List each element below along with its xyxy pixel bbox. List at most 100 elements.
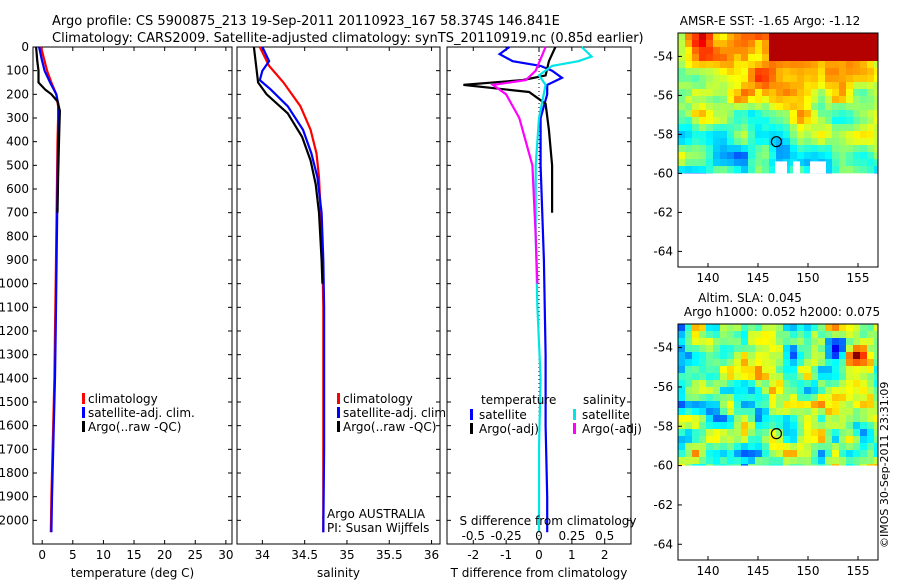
map-cell bbox=[727, 33, 734, 40]
map-cell bbox=[720, 443, 727, 450]
map-cell bbox=[825, 338, 832, 345]
map-cell bbox=[734, 450, 741, 457]
map-cell bbox=[783, 457, 790, 464]
map-cell bbox=[769, 394, 776, 401]
map-cell bbox=[825, 166, 832, 173]
map-cell bbox=[678, 166, 685, 173]
y-tick-label: 800 bbox=[6, 229, 29, 243]
map-cell bbox=[734, 96, 741, 103]
map-cell bbox=[720, 89, 727, 96]
map-cell bbox=[790, 117, 797, 124]
map-cell bbox=[699, 415, 706, 422]
map-cell bbox=[839, 366, 846, 373]
map-cell bbox=[790, 68, 797, 75]
x-tick-label: 35.5 bbox=[376, 548, 403, 562]
map-cell bbox=[776, 124, 783, 131]
map-cell bbox=[832, 82, 839, 89]
map-cell bbox=[769, 387, 776, 394]
map-cell bbox=[734, 124, 741, 131]
map-cell bbox=[832, 152, 839, 159]
map-cell bbox=[685, 408, 692, 415]
map-cell bbox=[692, 75, 699, 82]
map-cell bbox=[804, 131, 811, 138]
map-cell bbox=[790, 352, 797, 359]
map-cell bbox=[853, 54, 860, 61]
map-cell bbox=[713, 117, 720, 124]
map-cell bbox=[846, 152, 853, 159]
map-cell bbox=[783, 324, 790, 331]
x-tick-label: 20 bbox=[157, 548, 172, 562]
map-cell bbox=[699, 68, 706, 75]
map-cell bbox=[720, 429, 727, 436]
map-cell bbox=[776, 96, 783, 103]
map-cell bbox=[804, 89, 811, 96]
map-cell bbox=[692, 436, 699, 443]
y-tick-label: 1400 bbox=[0, 371, 29, 385]
map-cell bbox=[699, 394, 706, 401]
map-cell bbox=[734, 408, 741, 415]
map-cell bbox=[783, 450, 790, 457]
map-cell bbox=[713, 345, 720, 352]
map-cell bbox=[804, 124, 811, 131]
map-cell bbox=[811, 387, 818, 394]
map-cell bbox=[804, 40, 811, 47]
map-cell bbox=[699, 103, 706, 110]
map-cell bbox=[755, 159, 762, 166]
map-cell bbox=[811, 145, 818, 152]
map-cell bbox=[867, 68, 874, 75]
map-cell bbox=[769, 359, 776, 366]
map-cell bbox=[769, 450, 776, 457]
map-cell bbox=[713, 96, 720, 103]
map-cell bbox=[818, 457, 825, 464]
map-cell bbox=[839, 110, 846, 117]
map-cell bbox=[769, 47, 776, 54]
map-cell bbox=[867, 75, 874, 82]
map-cell bbox=[713, 366, 720, 373]
map-cell bbox=[804, 82, 811, 89]
map-cell bbox=[699, 131, 706, 138]
map-cell bbox=[867, 373, 874, 380]
map-cell bbox=[755, 96, 762, 103]
y-tick-label: -54 bbox=[653, 49, 673, 63]
map-cell bbox=[832, 124, 839, 131]
map-cell bbox=[699, 373, 706, 380]
map-cell bbox=[811, 103, 818, 110]
map-cell bbox=[846, 166, 853, 173]
map-cell bbox=[804, 464, 811, 466]
map-cell bbox=[685, 138, 692, 145]
map-frame bbox=[677, 32, 879, 268]
map-cell bbox=[860, 145, 867, 152]
map-cell bbox=[741, 40, 748, 47]
map-cell bbox=[839, 82, 846, 89]
map-cell bbox=[825, 457, 832, 464]
map-cell bbox=[839, 117, 846, 124]
map-cell bbox=[860, 54, 867, 61]
map-cell bbox=[769, 464, 776, 466]
map-cell bbox=[762, 338, 769, 345]
legend-swatch bbox=[470, 423, 473, 434]
x-tick-label: 5 bbox=[69, 548, 77, 562]
map-cell bbox=[776, 82, 783, 89]
map-cell bbox=[790, 110, 797, 117]
map-cell bbox=[832, 352, 839, 359]
map-cell bbox=[846, 40, 853, 47]
map-cell bbox=[685, 338, 692, 345]
map-cell bbox=[741, 373, 748, 380]
map-cell bbox=[713, 166, 720, 173]
map-cell bbox=[839, 401, 846, 408]
map-cell bbox=[874, 338, 878, 345]
map-cell bbox=[692, 394, 699, 401]
map-cell bbox=[727, 394, 734, 401]
map-cell bbox=[874, 464, 878, 466]
map-cell bbox=[699, 429, 706, 436]
map-cell bbox=[867, 408, 874, 415]
map-cell bbox=[727, 443, 734, 450]
y-tick-label: 2000 bbox=[0, 513, 29, 527]
map-cell bbox=[713, 61, 720, 68]
map-cell bbox=[811, 457, 818, 464]
map-cell bbox=[762, 89, 769, 96]
y-tick-label: -62 bbox=[653, 498, 673, 512]
figure-title-line1: Argo profile: CS 5900875_213 19-Sep-2011… bbox=[52, 14, 560, 29]
legend-swatch bbox=[337, 407, 340, 418]
map-cell bbox=[706, 450, 713, 457]
